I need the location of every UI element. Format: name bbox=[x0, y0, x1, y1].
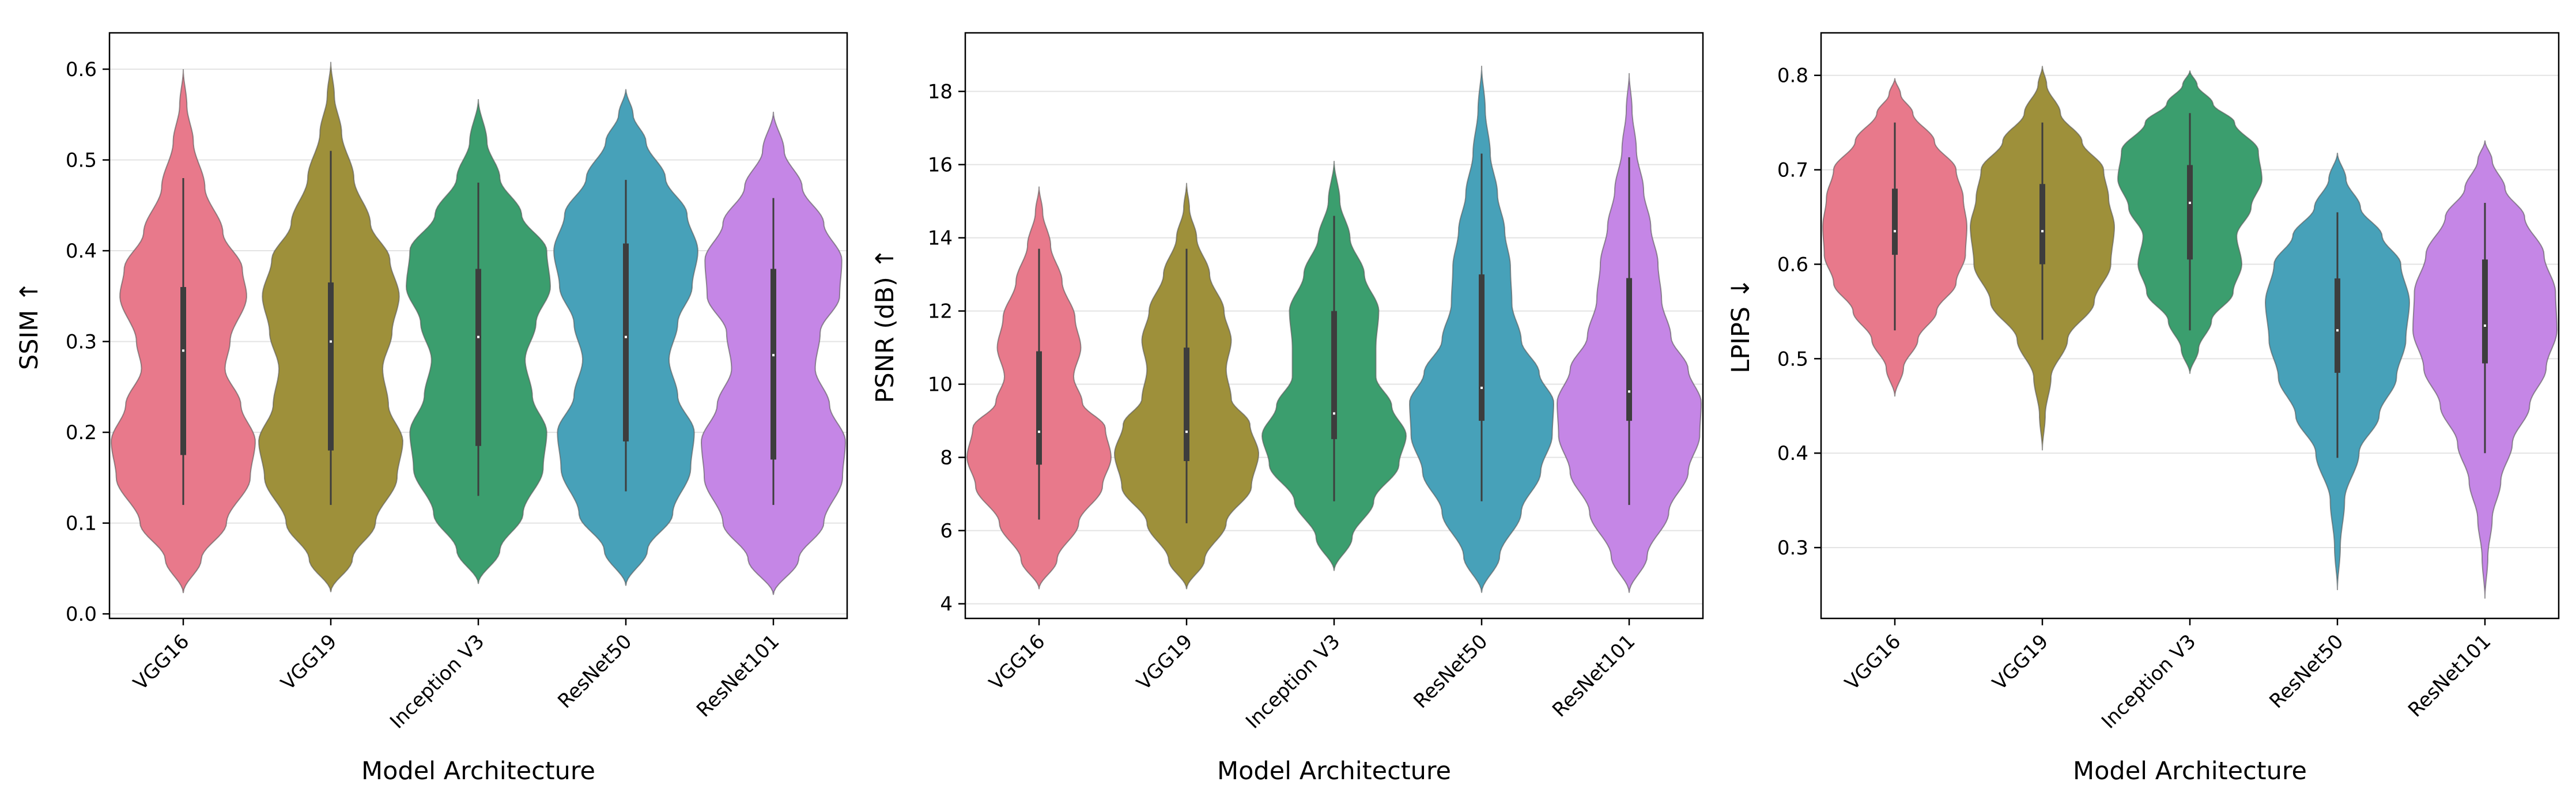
y-tick-label: 0.7 bbox=[1777, 159, 1808, 182]
x-tick-label: VGG19 bbox=[1132, 630, 1198, 695]
chart-panel-3: 0.3 0.4 0.5 0.6 0.7 0.8 VGG16 VGG19 Inception V3… bbox=[1727, 32, 2560, 786]
y-axis-label: SSIM ↑ bbox=[15, 281, 44, 370]
x-tick-label: VGG19 bbox=[1988, 630, 2053, 695]
y-tick-label: 0.5 bbox=[1777, 348, 1808, 371]
x-tick-label: Inception V3 bbox=[386, 630, 489, 733]
x-axis-label: Model Architecture bbox=[2073, 757, 2307, 786]
y-tick-label: 14 bbox=[928, 227, 953, 250]
x-tick-label: ResNet101 bbox=[1548, 630, 1640, 722]
y-tick-label: 0.3 bbox=[66, 331, 97, 354]
x-tick-label: Inception V3 bbox=[2097, 630, 2200, 733]
y-axis-label: PSNR (dB) ↑ bbox=[871, 248, 900, 403]
y-tick-label: 0.1 bbox=[66, 512, 97, 535]
x-tick-label: VGG19 bbox=[277, 630, 342, 695]
x-tick-label: VGG16 bbox=[985, 630, 1050, 695]
y-axis-label: LPIPS ↓ bbox=[1727, 278, 1755, 373]
x-tick-label: VGG16 bbox=[129, 630, 194, 695]
y-tick-label: 10 bbox=[928, 373, 953, 397]
y-tick-label: 4 bbox=[940, 593, 953, 616]
y-tick-label: 0.8 bbox=[1777, 65, 1808, 88]
y-tick-label: 16 bbox=[928, 154, 953, 177]
y-tick-label: 0.0 bbox=[66, 603, 97, 626]
chart-panel-2: 4 6 8 10 12 14 16 18 VGG16 VGG19 Inception V3 ResNe… bbox=[871, 32, 1704, 786]
x-tick-label: ResNet50 bbox=[553, 630, 636, 713]
x-tick-label: VGG16 bbox=[1841, 630, 1906, 695]
x-axis-label: Model Architecture bbox=[361, 757, 595, 786]
x-tick-label: ResNet50 bbox=[1409, 630, 1492, 713]
y-tick-label: 8 bbox=[940, 447, 953, 470]
y-tick-label: 0.4 bbox=[1777, 442, 1808, 465]
y-tick-label: 6 bbox=[940, 520, 953, 543]
y-tick-label: 18 bbox=[928, 81, 953, 104]
y-tick-label: 0.3 bbox=[1777, 537, 1808, 560]
y-tick-label: 12 bbox=[928, 300, 953, 323]
x-tick-label: ResNet101 bbox=[692, 630, 784, 722]
y-tick-label: 0.5 bbox=[66, 149, 97, 172]
y-tick-label: 0.4 bbox=[66, 240, 97, 263]
y-tick-label: 0.6 bbox=[66, 58, 97, 81]
chart-panel-1: 0.0 0.1 0.2 0.3 0.4 0.5 0.6 VGG16 VGG19 Inception… bbox=[15, 32, 848, 786]
x-tick-label: ResNet101 bbox=[2404, 630, 2495, 722]
x-tick-label: ResNet50 bbox=[2265, 630, 2348, 713]
y-tick-label: 0.2 bbox=[66, 421, 97, 444]
x-axis-label: Model Architecture bbox=[1217, 757, 1451, 786]
y-tick-label: 0.6 bbox=[1777, 253, 1808, 276]
x-tick-label: Inception V3 bbox=[1241, 630, 1344, 733]
